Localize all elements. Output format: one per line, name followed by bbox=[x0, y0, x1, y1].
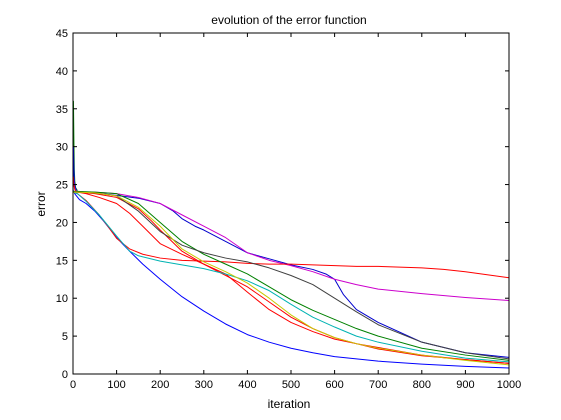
series-group bbox=[72, 100, 510, 369]
series-line-8 bbox=[72, 190, 510, 361]
y-tick-label: 45 bbox=[56, 28, 68, 40]
y-tick-label: 5 bbox=[62, 331, 68, 343]
x-axis-label: iteration bbox=[268, 397, 311, 411]
series-line-10 bbox=[73, 191, 510, 366]
y-tick-label: 10 bbox=[56, 293, 68, 305]
x-tick-label: 300 bbox=[195, 379, 213, 391]
x-tick-label: 1000 bbox=[497, 379, 521, 391]
x-tick-label: 100 bbox=[107, 379, 125, 391]
x-tick-label: 800 bbox=[413, 379, 431, 391]
x-tick-label: 0 bbox=[70, 379, 76, 391]
x-tick-label: 400 bbox=[238, 379, 256, 391]
chart-title: evolution of the error function bbox=[211, 13, 366, 27]
y-tick-label: 30 bbox=[56, 142, 68, 154]
y-tick-label: 0 bbox=[62, 369, 68, 381]
series-line-1 bbox=[72, 189, 510, 369]
y-tick-label: 35 bbox=[56, 104, 68, 116]
y-tick-label: 20 bbox=[56, 217, 68, 229]
y-tick-label: 25 bbox=[56, 180, 68, 192]
x-tick-label: 900 bbox=[456, 379, 474, 391]
y-axis-ticks: 0 5 10 15 20 25 30 35 40 45 bbox=[56, 28, 509, 381]
x-tick-label: 200 bbox=[151, 379, 169, 391]
x-tick-label: 500 bbox=[282, 379, 300, 391]
series-line-7 bbox=[73, 191, 510, 363]
x-axis-ticks: 0 100 200 300 400 500 600 700 800 900 1000 bbox=[70, 33, 521, 391]
y-tick-label: 40 bbox=[56, 66, 68, 78]
y-tick-label: 15 bbox=[56, 255, 68, 267]
y-axis-label: error bbox=[34, 191, 48, 216]
x-tick-label: 600 bbox=[325, 379, 343, 391]
plot-area bbox=[72, 32, 510, 375]
x-tick-label: 700 bbox=[369, 379, 387, 391]
